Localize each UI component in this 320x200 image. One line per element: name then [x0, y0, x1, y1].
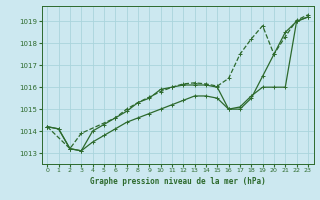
X-axis label: Graphe pression niveau de la mer (hPa): Graphe pression niveau de la mer (hPa)	[90, 177, 266, 186]
